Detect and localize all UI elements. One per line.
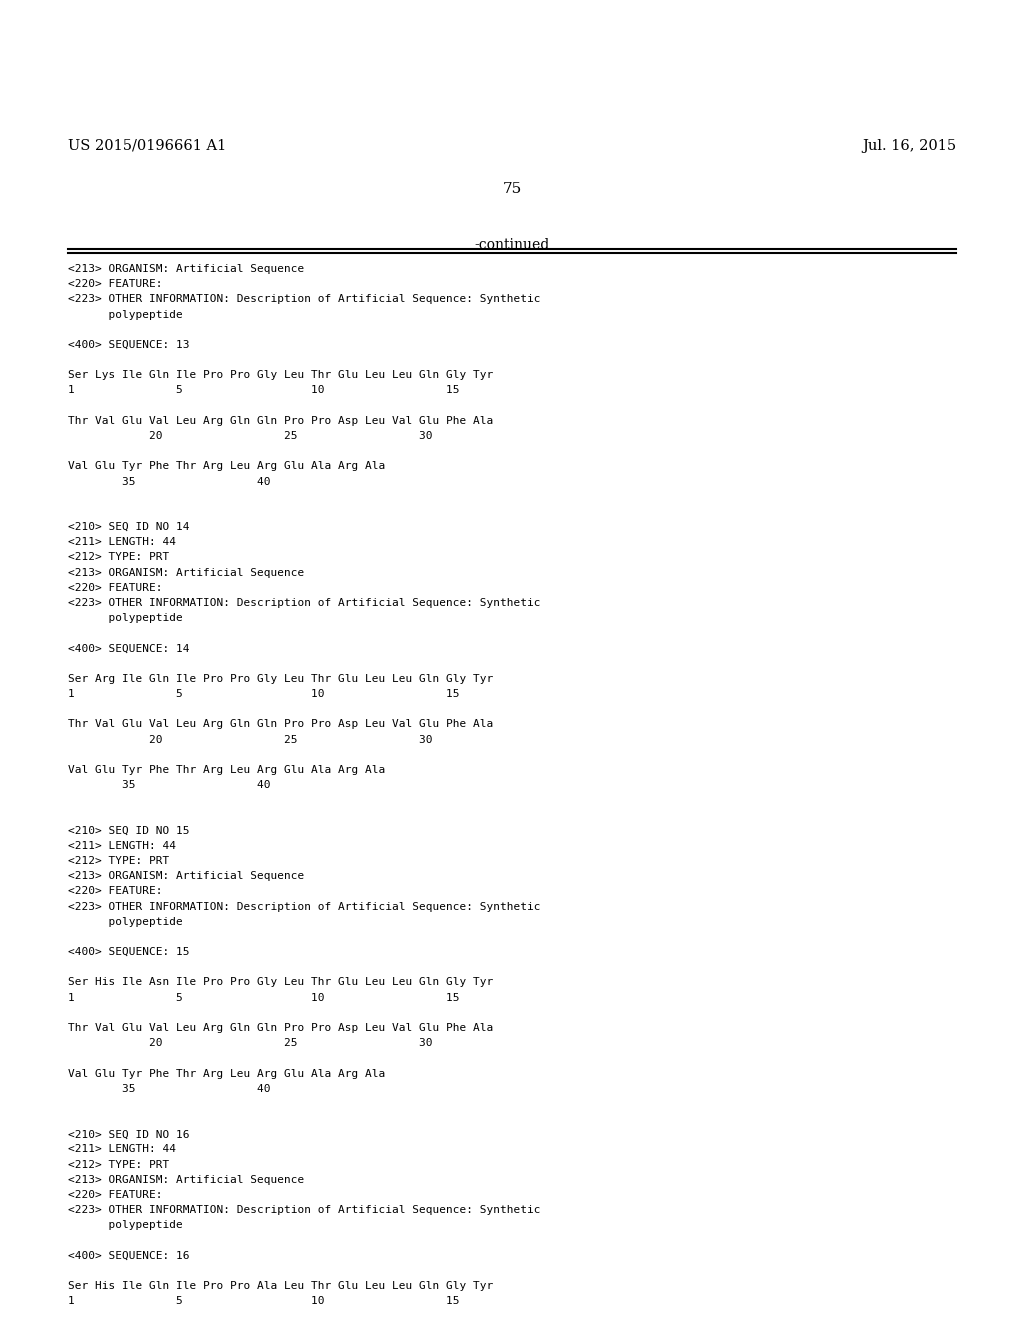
Text: Val Glu Tyr Phe Thr Arg Leu Arg Glu Ala Arg Ala: Val Glu Tyr Phe Thr Arg Leu Arg Glu Ala … [68,1069,385,1078]
Text: Ser His Ile Asn Ile Pro Pro Gly Leu Thr Glu Leu Leu Gln Gly Tyr: Ser His Ile Asn Ile Pro Pro Gly Leu Thr … [68,977,493,987]
Text: <211> LENGTH: 44: <211> LENGTH: 44 [68,1144,175,1155]
Text: <223> OTHER INFORMATION: Description of Artificial Sequence: Synthetic: <223> OTHER INFORMATION: Description of … [68,1205,540,1216]
Text: <212> TYPE: PRT: <212> TYPE: PRT [68,855,169,866]
Text: polypeptide: polypeptide [68,1220,182,1230]
Text: Ser Arg Ile Gln Ile Pro Pro Gly Leu Thr Glu Leu Leu Gln Gly Tyr: Ser Arg Ile Gln Ile Pro Pro Gly Leu Thr … [68,673,493,684]
Text: <210> SEQ ID NO 14: <210> SEQ ID NO 14 [68,521,189,532]
Text: <223> OTHER INFORMATION: Description of Artificial Sequence: Synthetic: <223> OTHER INFORMATION: Description of … [68,598,540,609]
Text: <400> SEQUENCE: 16: <400> SEQUENCE: 16 [68,1250,189,1261]
Text: <223> OTHER INFORMATION: Description of Artificial Sequence: Synthetic: <223> OTHER INFORMATION: Description of … [68,902,540,912]
Text: US 2015/0196661 A1: US 2015/0196661 A1 [68,139,226,153]
Text: 1               5                   10                  15: 1 5 10 15 [68,1296,459,1307]
Text: 35                  40: 35 40 [68,477,270,487]
Text: <213> ORGANISM: Artificial Sequence: <213> ORGANISM: Artificial Sequence [68,1175,304,1185]
Text: <213> ORGANISM: Artificial Sequence: <213> ORGANISM: Artificial Sequence [68,568,304,578]
Text: Jul. 16, 2015: Jul. 16, 2015 [862,139,956,153]
Text: polypeptide: polypeptide [68,612,182,623]
Text: <212> TYPE: PRT: <212> TYPE: PRT [68,552,169,562]
Text: 35                  40: 35 40 [68,1084,270,1094]
Text: -continued: -continued [474,238,550,252]
Text: Thr Val Glu Val Leu Arg Gln Gln Pro Pro Asp Leu Val Glu Phe Ala: Thr Val Glu Val Leu Arg Gln Gln Pro Pro … [68,1023,493,1034]
Text: 1               5                   10                  15: 1 5 10 15 [68,689,459,700]
Text: <211> LENGTH: 44: <211> LENGTH: 44 [68,841,175,851]
Text: Ser Lys Ile Gln Ile Pro Pro Gly Leu Thr Glu Leu Leu Gln Gly Tyr: Ser Lys Ile Gln Ile Pro Pro Gly Leu Thr … [68,370,493,380]
Text: Ser His Ile Gln Ile Pro Pro Ala Leu Thr Glu Leu Leu Gln Gly Tyr: Ser His Ile Gln Ile Pro Pro Ala Leu Thr … [68,1280,493,1291]
Text: <223> OTHER INFORMATION: Description of Artificial Sequence: Synthetic: <223> OTHER INFORMATION: Description of … [68,294,540,305]
Text: polypeptide: polypeptide [68,916,182,927]
Text: <211> LENGTH: 44: <211> LENGTH: 44 [68,537,175,548]
Text: Val Glu Tyr Phe Thr Arg Leu Arg Glu Ala Arg Ala: Val Glu Tyr Phe Thr Arg Leu Arg Glu Ala … [68,764,385,775]
Text: Thr Val Glu Val Leu Arg Gln Gln Pro Pro Asp Leu Val Glu Phe Ala: Thr Val Glu Val Leu Arg Gln Gln Pro Pro … [68,416,493,426]
Text: <400> SEQUENCE: 13: <400> SEQUENCE: 13 [68,339,189,350]
Text: 20                  25                  30: 20 25 30 [68,734,432,744]
Text: polypeptide: polypeptide [68,309,182,319]
Text: Thr Val Glu Val Leu Arg Gln Gln Pro Pro Asp Leu Val Glu Phe Ala: Thr Val Glu Val Leu Arg Gln Gln Pro Pro … [68,719,493,730]
Text: 1               5                   10                  15: 1 5 10 15 [68,993,459,1003]
Text: <220> FEATURE:: <220> FEATURE: [68,583,162,593]
Text: <220> FEATURE:: <220> FEATURE: [68,279,162,289]
Text: <212> TYPE: PRT: <212> TYPE: PRT [68,1159,169,1170]
Text: 20                  25                  30: 20 25 30 [68,430,432,441]
Text: Val Glu Tyr Phe Thr Arg Leu Arg Glu Ala Arg Ala: Val Glu Tyr Phe Thr Arg Leu Arg Glu Ala … [68,461,385,471]
Text: <213> ORGANISM: Artificial Sequence: <213> ORGANISM: Artificial Sequence [68,871,304,882]
Text: <213> ORGANISM: Artificial Sequence: <213> ORGANISM: Artificial Sequence [68,264,304,275]
Text: <220> FEATURE:: <220> FEATURE: [68,887,162,896]
Text: 35                  40: 35 40 [68,780,270,791]
Text: <210> SEQ ID NO 15: <210> SEQ ID NO 15 [68,826,189,836]
Text: <210> SEQ ID NO 16: <210> SEQ ID NO 16 [68,1129,189,1139]
Text: 1               5                   10                  15: 1 5 10 15 [68,385,459,396]
Text: <400> SEQUENCE: 14: <400> SEQUENCE: 14 [68,643,189,653]
Text: 75: 75 [503,182,521,197]
Text: 20                  25                  30: 20 25 30 [68,1038,432,1048]
Text: <400> SEQUENCE: 15: <400> SEQUENCE: 15 [68,946,189,957]
Text: <220> FEATURE:: <220> FEATURE: [68,1191,162,1200]
